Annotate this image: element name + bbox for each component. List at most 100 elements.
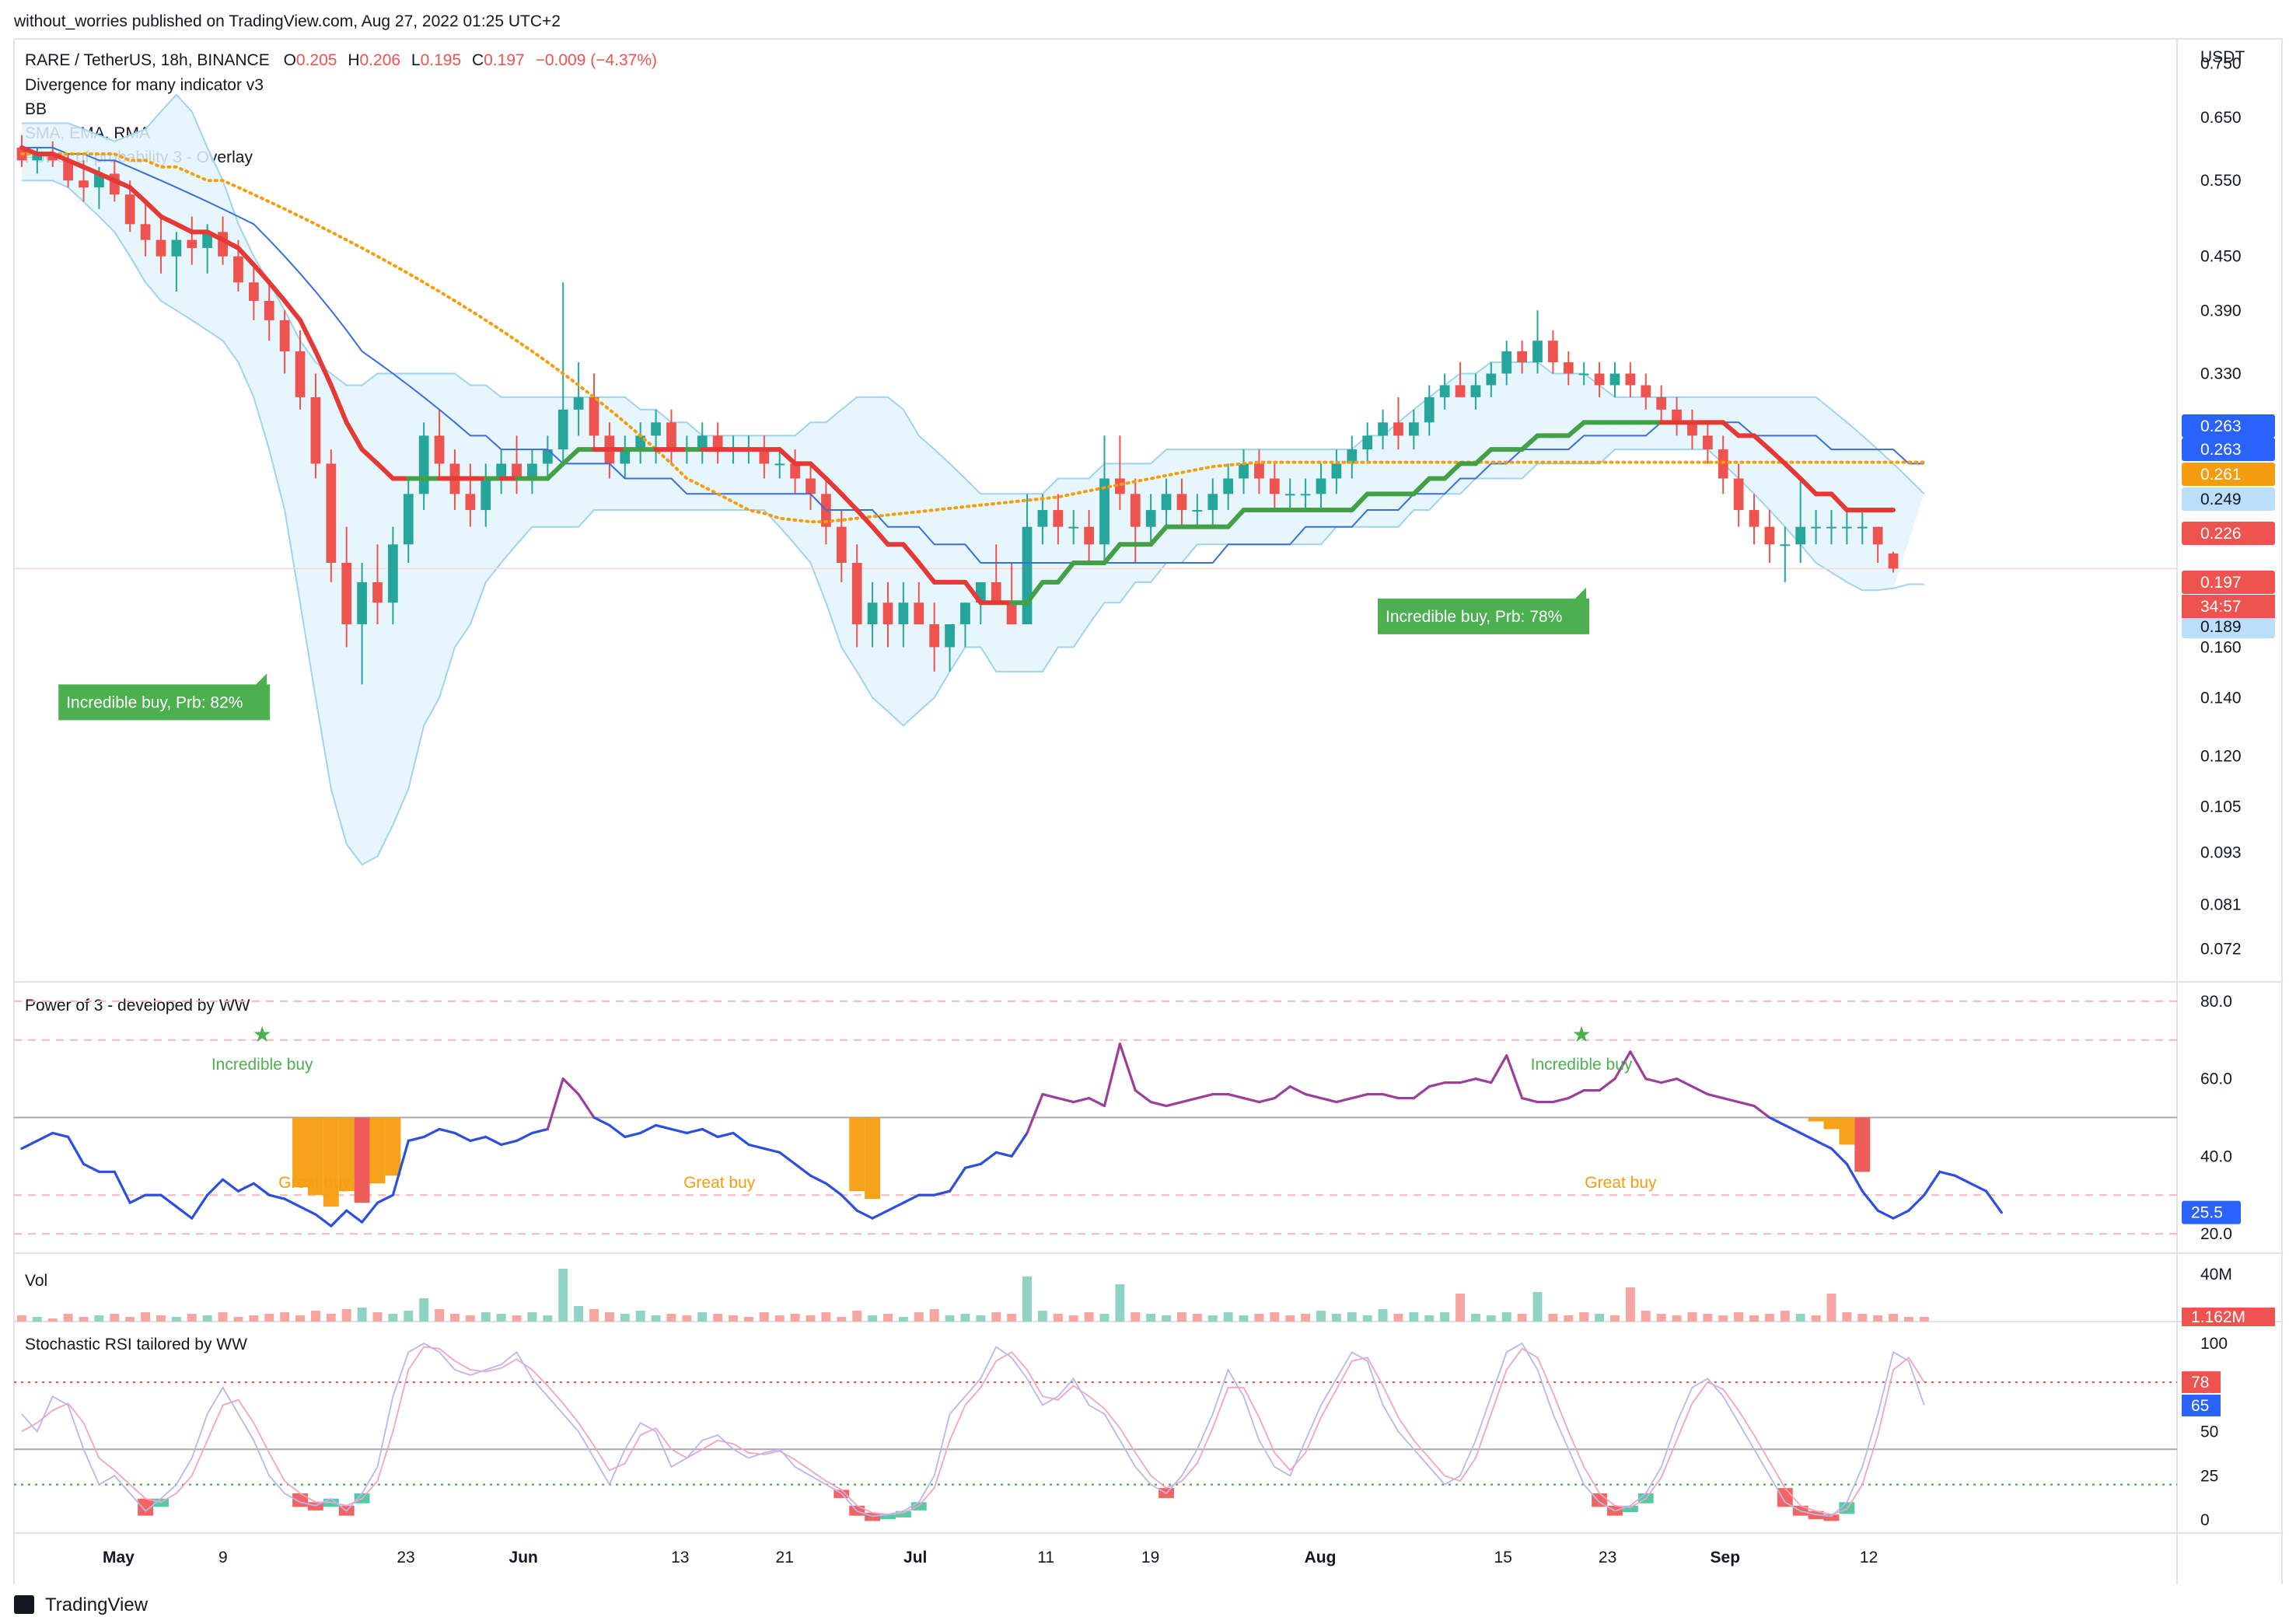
volume-bar bbox=[1393, 1314, 1403, 1322]
power3-marker-text: Incredible buy bbox=[1531, 1056, 1633, 1074]
ema-segment bbox=[561, 447, 582, 466]
power3-line-segment bbox=[639, 1123, 658, 1135]
power3-line-segment bbox=[1412, 1085, 1431, 1100]
power3-line-segment bbox=[886, 1201, 905, 1212]
volume-bar bbox=[1378, 1309, 1388, 1322]
power3-line-segment bbox=[685, 1127, 704, 1135]
power3-marker-text: Incredible buy bbox=[211, 1056, 313, 1074]
candle-body bbox=[1408, 422, 1419, 436]
power3-line-segment bbox=[1165, 1100, 1183, 1108]
stochrsi-d-box bbox=[2182, 1394, 2221, 1416]
stochrsi-panel[interactable] bbox=[14, 1342, 2177, 1521]
volume-bar bbox=[1811, 1315, 1821, 1322]
volume-title[interactable]: Vol bbox=[25, 1272, 47, 1290]
countdown-box bbox=[2182, 595, 2275, 618]
candle-body bbox=[1393, 422, 1403, 436]
power3-signal-bar bbox=[1808, 1117, 1824, 1122]
power3-line-segment bbox=[933, 1189, 952, 1196]
power3-line-segment bbox=[113, 1170, 131, 1204]
ema-segment bbox=[1102, 542, 1123, 565]
incredible-buy-star-icon: ★ bbox=[253, 1022, 272, 1046]
power3-line-segment bbox=[979, 1151, 998, 1165]
time-tick: 23 bbox=[1599, 1549, 1616, 1566]
power3-line-segment bbox=[546, 1077, 564, 1131]
candle-body bbox=[1254, 463, 1264, 479]
candle-body bbox=[1764, 526, 1775, 545]
power3-line-segment bbox=[299, 1205, 317, 1216]
volume-bar bbox=[604, 1312, 614, 1322]
volume-bar bbox=[1146, 1314, 1156, 1322]
candle-body bbox=[589, 396, 599, 436]
stochrsi-tick: 50 bbox=[2200, 1423, 2218, 1441]
power3-title[interactable]: Power of 3 - developed by WW bbox=[25, 997, 250, 1015]
candle-body bbox=[47, 154, 58, 161]
power3-line-segment bbox=[1459, 1077, 1477, 1084]
power3-panel[interactable]: ★ Incredible buy Great buy Great buy ★ Incred… bbox=[14, 1000, 2177, 1235]
candle-body bbox=[1749, 510, 1760, 527]
power3-line-segment bbox=[1938, 1170, 1957, 1177]
power3-line-segment bbox=[1753, 1104, 1771, 1119]
candle-body bbox=[481, 478, 491, 511]
power3-signal-bar bbox=[307, 1117, 323, 1196]
candle-body bbox=[202, 232, 213, 249]
volume-bar bbox=[357, 1308, 367, 1322]
ohlc-c-value: 0.197 bbox=[484, 51, 525, 69]
candle-body bbox=[651, 422, 661, 436]
candle-body bbox=[1362, 435, 1373, 450]
volume-bar bbox=[759, 1312, 769, 1322]
candle-body bbox=[1455, 385, 1466, 397]
candle-body bbox=[620, 449, 631, 464]
indicator-legend-2[interactable]: BB bbox=[25, 100, 47, 118]
volume-bar bbox=[1625, 1287, 1635, 1322]
price-panel[interactable]: Incredible buy, Prb: 82% Incredible buy, … bbox=[14, 93, 2177, 866]
volume-bar bbox=[32, 1317, 42, 1322]
power3-line-segment bbox=[1861, 1189, 1879, 1212]
power3-line-segment bbox=[1923, 1170, 1941, 1196]
time-tick: May bbox=[103, 1549, 135, 1566]
power3-line-segment bbox=[159, 1193, 178, 1208]
volume-panel[interactable] bbox=[16, 1269, 1929, 1322]
price-label-text: 0.261 bbox=[2200, 466, 2242, 484]
power3-line-segment bbox=[1490, 1054, 1508, 1084]
volume-value-text: 1.162M bbox=[2191, 1308, 2245, 1326]
price-tick: 0.160 bbox=[2200, 638, 2242, 656]
volume-bar bbox=[774, 1315, 785, 1322]
stochrsi-tick: 25 bbox=[2200, 1467, 2218, 1485]
volume-bar bbox=[1440, 1312, 1450, 1322]
power3-line-segment bbox=[1969, 1182, 1988, 1193]
ohlc-o-key: O bbox=[284, 51, 296, 69]
power3-line-segment bbox=[128, 1193, 147, 1204]
candle-body bbox=[465, 494, 476, 511]
power3-line-segment bbox=[1907, 1193, 1926, 1212]
volume-bar bbox=[310, 1311, 320, 1322]
tradingview-logo[interactable]: TradingView bbox=[14, 1594, 149, 1615]
volume-bar bbox=[341, 1309, 351, 1322]
power3-line-segment bbox=[345, 1209, 364, 1224]
candle-body bbox=[697, 435, 708, 450]
power3-tick: 20.0 bbox=[2200, 1225, 2232, 1243]
volume-bar bbox=[1795, 1314, 1805, 1322]
stochrsi-k-text: 78 bbox=[2191, 1374, 2209, 1392]
power3-signal-bar bbox=[338, 1117, 355, 1192]
volume-bar bbox=[171, 1317, 181, 1322]
stochrsi-title[interactable]: Stochastic RSI tailored by WW bbox=[25, 1336, 247, 1353]
power3-line-segment bbox=[1984, 1189, 2003, 1214]
power3-line-segment bbox=[1026, 1092, 1044, 1135]
candle-body bbox=[1115, 478, 1125, 494]
volume-bar bbox=[1270, 1312, 1280, 1322]
power3-line-segment bbox=[252, 1182, 271, 1196]
volume-bar bbox=[1687, 1312, 1697, 1322]
candle-body bbox=[1641, 385, 1651, 397]
power3-line-segment bbox=[1351, 1092, 1369, 1100]
power3-line-segment bbox=[1613, 1050, 1632, 1081]
volume-bar bbox=[1037, 1311, 1047, 1322]
ema-segment bbox=[220, 237, 241, 251]
volume-bar bbox=[264, 1314, 274, 1322]
price-tick: 0.140 bbox=[2200, 689, 2242, 707]
candle-body bbox=[1145, 510, 1156, 527]
indicator-legend-1[interactable]: Divergence for many indicator v3 bbox=[25, 76, 264, 94]
power3-tick: 40.0 bbox=[2200, 1147, 2232, 1165]
volume-bar bbox=[1501, 1312, 1511, 1322]
power3-signal-bar bbox=[369, 1117, 386, 1184]
power3-line-segment bbox=[1227, 1092, 1246, 1100]
